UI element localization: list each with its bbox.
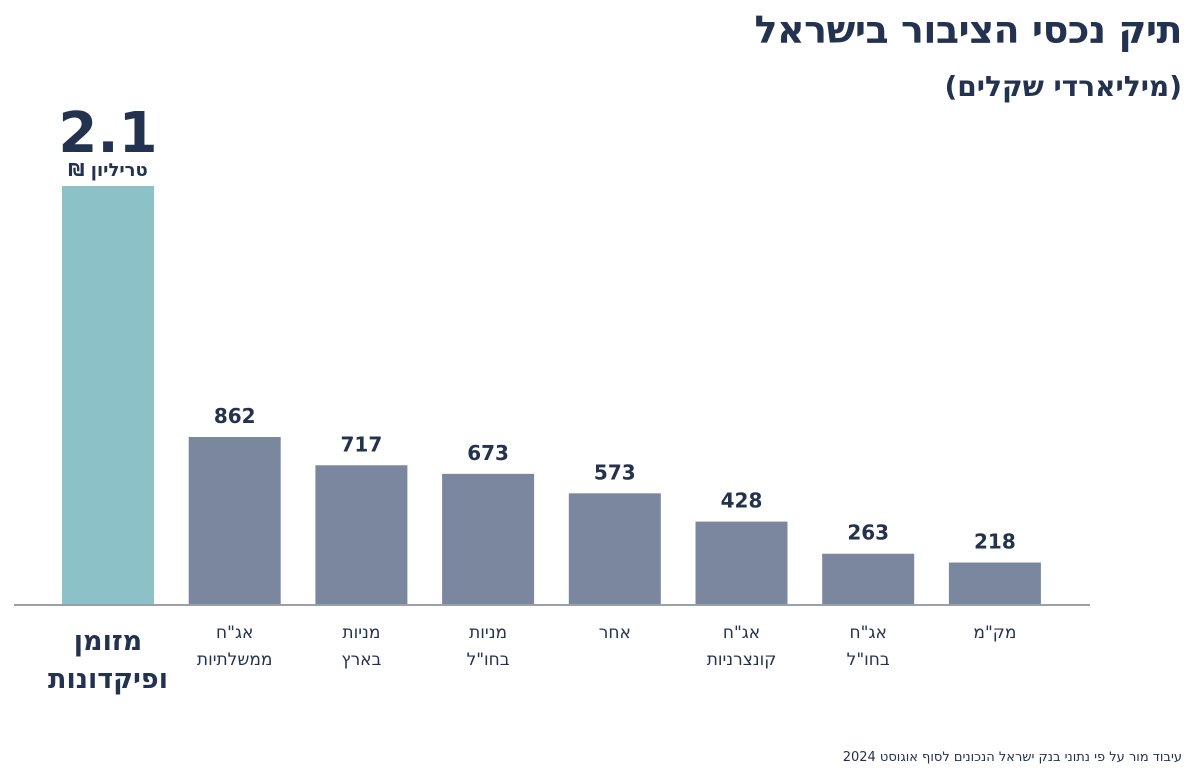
bar-value-label: 573 xyxy=(594,460,636,484)
category-label: מניות xyxy=(469,623,507,643)
bar-value-label: 862 xyxy=(214,404,256,428)
category-label: בחו"ל xyxy=(847,650,890,670)
bar xyxy=(695,521,788,605)
bar xyxy=(442,473,535,605)
category-label: קונצרניות xyxy=(707,650,777,670)
bar xyxy=(188,437,281,605)
bar-value-label: 263 xyxy=(847,521,889,545)
bar xyxy=(315,465,408,605)
category-label: אג"ח xyxy=(850,623,887,643)
bar-value-label: 428 xyxy=(721,489,763,513)
source-footnote: עיבוד מור על פי נתוני בנק ישראל הנכונים … xyxy=(842,750,1182,765)
bar xyxy=(948,562,1041,605)
category-label: מזומן xyxy=(74,626,142,657)
chart-title: תיק נכסי הציבור בישראל xyxy=(754,8,1183,52)
bar-value-label: 717 xyxy=(341,432,383,456)
bar-value-label: 2.1 xyxy=(58,101,157,166)
category-label: אג"ח xyxy=(723,623,760,643)
category-label: אג"ח xyxy=(216,623,253,643)
bar-value-label: 218 xyxy=(974,530,1016,554)
bar xyxy=(822,553,915,605)
chart-subtitle: (מיליארדי שקלים) xyxy=(944,70,1182,103)
category-label: מק"מ xyxy=(973,623,1016,643)
category-label: מניות xyxy=(342,623,380,643)
bar-highlight xyxy=(62,186,154,605)
bar-value-unit: טריליון ₪ xyxy=(68,160,147,181)
category-label: בארץ xyxy=(341,650,381,670)
category-label: ממשלתיות xyxy=(197,650,273,670)
bar-value-label: 673 xyxy=(467,441,509,465)
category-label: אחר xyxy=(599,623,631,643)
bar xyxy=(568,493,661,605)
category-label: בחו"ל xyxy=(467,650,510,670)
category-label: ופיקדונות xyxy=(48,664,168,695)
